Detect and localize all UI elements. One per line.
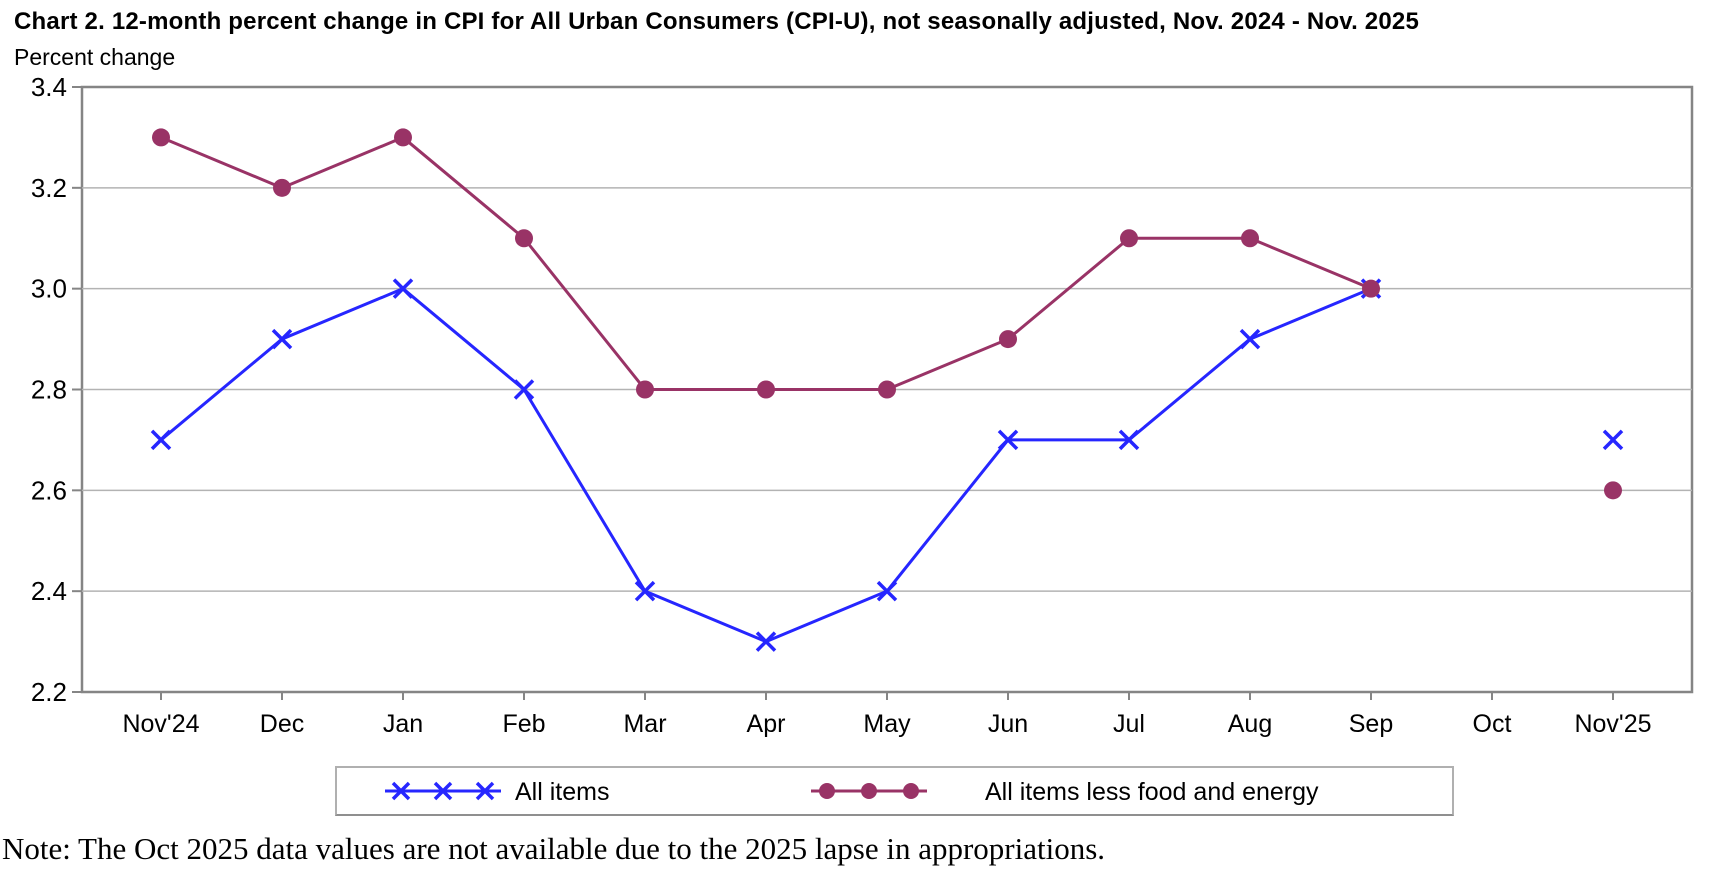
y-tick-label: 2.6	[31, 475, 67, 505]
x-tick-label: Apr	[747, 710, 786, 738]
y-tick-label: 3.0	[31, 274, 67, 304]
marker-x	[150, 429, 172, 451]
marker-dot	[515, 229, 533, 248]
marker-dot	[152, 128, 170, 147]
marker-x	[433, 781, 453, 801]
x-tick-label: Dec	[260, 710, 304, 738]
marker-x	[1118, 429, 1140, 451]
x-tick-label: Nov'25	[1574, 710, 1651, 738]
marker-x	[634, 580, 656, 602]
core-legend-marker	[809, 779, 929, 803]
legend-sample-svg	[385, 781, 501, 801]
y-tick-label: 3.2	[31, 173, 67, 203]
marker-dot	[861, 783, 877, 799]
legend-sample-svg	[811, 783, 927, 799]
marker-dot	[1604, 481, 1622, 500]
all-items-legend-marker	[383, 779, 503, 803]
marker-x	[1602, 429, 1624, 451]
y-tick-label: 2.4	[31, 576, 67, 606]
x-tick-label: Jul	[1113, 710, 1145, 738]
marker-dot	[1241, 229, 1259, 248]
marker-dot	[757, 380, 775, 399]
marker-x	[755, 631, 777, 652]
x-tick-label: Feb	[502, 710, 545, 738]
marker-dot	[878, 380, 896, 399]
marker-dot	[903, 783, 919, 799]
marker-dot	[1362, 279, 1380, 298]
line-chart: 3.4 3.2 3.0 2.8 2.6 2.4 2.2 Nov'24 Dec Jan Feb Mar A…	[31, 72, 1694, 738]
series-all-items	[150, 278, 1624, 652]
marker-x	[475, 781, 495, 801]
x-tick-label: May	[863, 710, 911, 738]
marker-dot	[394, 128, 412, 147]
marker-dot	[999, 330, 1017, 349]
x-tick-label: Sep	[1349, 710, 1393, 738]
core-legend-label: All items less food and energy	[985, 778, 1319, 806]
marker-x	[997, 429, 1019, 451]
marker-x	[513, 379, 535, 400]
y-tick-label: 3.4	[31, 72, 67, 102]
marker-x	[1239, 328, 1261, 350]
chart-title: Chart 2. 12-month percent change in CPI …	[14, 8, 1419, 35]
y-axis-title: Percent change	[14, 44, 176, 70]
series-all-items-less-food-and-energy	[152, 128, 1622, 500]
all-items-legend-label: All items	[515, 778, 610, 806]
y-tick-label: 2.8	[31, 375, 67, 405]
footnote: Note: The Oct 2025 data values are not a…	[2, 831, 1106, 866]
marker-dot	[273, 178, 291, 197]
marker-dot	[819, 783, 835, 799]
x-tick-label: Jan	[383, 710, 423, 738]
y-tick-label: 2.2	[31, 677, 67, 707]
marker-x	[392, 278, 414, 299]
x-tick-label: Aug	[1228, 710, 1272, 738]
x-tick-label: Jun	[988, 710, 1028, 738]
legend: All items All items less food and energy	[335, 766, 1454, 816]
marker-x	[271, 328, 293, 350]
x-tick-label: Mar	[623, 710, 666, 738]
marker-x	[391, 781, 411, 801]
marker-dot	[1120, 229, 1138, 248]
marker-x	[876, 580, 898, 602]
x-tick-label: Nov'24	[122, 710, 199, 738]
x-tick-label: Oct	[1473, 710, 1512, 738]
marker-dot	[636, 380, 654, 399]
